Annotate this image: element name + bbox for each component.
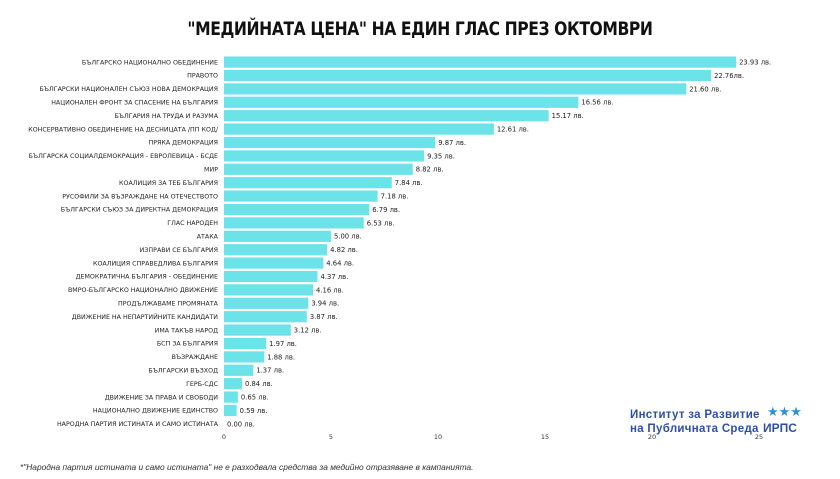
bar xyxy=(224,257,324,269)
category-label: ВМРО-БЪЛГАРСКО НАЦИОНАЛНО ДВИЖЕНИЕ xyxy=(68,287,218,294)
value-label: 7.84 лв. xyxy=(395,179,423,187)
logo-line-2: на Публичната Среда xyxy=(630,423,759,435)
category-label: БЪЛГАРСКИ НАЦИОНАЛЕН СЪЮЗ НОВА ДЕМОКРАЦИ… xyxy=(39,86,218,93)
category-label: НАЦИОНАЛНО ДВИЖЕНИЕ ЕДИНСТВО xyxy=(93,408,218,415)
logo-abbreviation: ИРПС xyxy=(763,421,797,435)
category-label: ГЛАС НАРОДЕН xyxy=(167,220,218,227)
value-label: 21.60 лв. xyxy=(689,85,721,93)
value-label: 1.97 лв. xyxy=(269,340,297,348)
x-tick-label: 10 xyxy=(434,433,442,441)
ipps-logo-text: Институт за Развитие на Публичната Среда xyxy=(630,408,760,436)
value-label: 12.61 лв. xyxy=(497,126,529,134)
bar xyxy=(224,284,314,296)
value-label: 3.12 лв. xyxy=(294,327,322,335)
x-tick-label: 25 xyxy=(755,433,763,441)
x-tick-label: 15 xyxy=(541,433,549,441)
people-stars-icon: ★★★ xyxy=(767,404,802,419)
x-tick-label: 20 xyxy=(648,433,656,441)
value-label: 4.64 лв. xyxy=(326,260,354,268)
category-label: БСП ЗА БЪЛГАРИЯ xyxy=(157,341,218,348)
bar xyxy=(224,69,712,82)
chart-title: "МЕДИЙНАТА ЦЕНА" НА ЕДИН ГЛАС ПРЕЗ ОКТОМ… xyxy=(187,18,653,40)
bar xyxy=(224,351,265,363)
category-label: МИР xyxy=(204,167,218,174)
category-label: ИМА ТАКЪВ НАРОД xyxy=(155,327,218,334)
bar xyxy=(224,297,309,309)
bar xyxy=(224,404,237,417)
bar xyxy=(224,270,318,283)
bar xyxy=(224,391,238,403)
value-label: 0.59 лв. xyxy=(240,407,268,415)
value-label: 1.37 лв. xyxy=(256,367,284,375)
bar xyxy=(224,324,291,336)
x-tick-label: 5 xyxy=(329,433,333,441)
value-label: 4.82 лв. xyxy=(330,246,358,254)
value-label: 8.82 лв. xyxy=(416,166,444,174)
value-label: 15.17 лв. xyxy=(552,112,584,120)
x-tick-label: 0 xyxy=(222,433,226,441)
value-label: 0.00 лв. xyxy=(227,420,255,428)
bar xyxy=(224,217,364,229)
bar xyxy=(224,337,267,350)
category-label: АТАКА xyxy=(197,234,219,241)
category-label: НАЦИОНАЛЕН ФРОНТ ЗА СПАСЕНИЕ НА БЪЛГАРИЯ xyxy=(51,100,218,107)
value-label: 4.37 лв. xyxy=(321,273,349,281)
bar xyxy=(224,56,737,68)
category-label: ДВИЖЕНИЕ ЗА ПРАВА И СВОБОДИ xyxy=(105,394,219,401)
bar xyxy=(224,364,254,376)
bar xyxy=(224,110,549,122)
value-label: 9.35 лв. xyxy=(427,152,455,160)
value-label: 4.16 лв. xyxy=(316,286,344,294)
category-label: БЪЛГАРСКА СОЦИАЛДЕМОКРАЦИЯ - ЕВРОЛЕВИЦА … xyxy=(29,153,218,160)
category-label: БЪЛГАРСКИ СЪЮЗ ЗА ДИРЕКТНА ДЕМОКРАЦИЯ xyxy=(61,207,218,214)
category-label: ДВИЖЕНИЕ НА НЕПАРТИЙНИТЕ КАНДИДАТИ xyxy=(72,312,218,321)
value-label: 6.53 лв. xyxy=(367,219,395,227)
logo-line-1: Институт за Развитие xyxy=(630,409,760,421)
category-label: БЪЛГАРСКИ ВЪЗХОД xyxy=(148,368,218,375)
value-label: 0.84 лв. xyxy=(245,380,273,388)
category-label: КОАЛИЦИЯ ЗА ТЕБ БЪЛГАРИЯ xyxy=(119,180,218,187)
value-label: 23.93 лв. xyxy=(739,59,771,67)
bar xyxy=(224,190,378,202)
footnote: *"Народна партия истината и само истинат… xyxy=(20,462,474,472)
bar xyxy=(224,177,392,189)
category-label: ДЕМОКРАТИЧНА БЪЛГАРИЯ - ОБЕДИНЕНИЕ xyxy=(76,274,218,281)
category-label: ПРАВОТО xyxy=(187,73,218,80)
value-label: 6.79 лв. xyxy=(372,206,400,214)
category-label: ПРЯКА ДЕМОКРАЦИЯ xyxy=(148,140,218,147)
category-label: ВЪЗРАЖДАНЕ xyxy=(172,354,218,361)
value-label: 9.87 лв. xyxy=(438,139,466,147)
bar xyxy=(224,96,579,108)
category-label: РУСОФИЛИ ЗА ВЪЗРАЖДАНЕ НА ОТЕЧЕСТВОТО xyxy=(62,193,218,200)
bar xyxy=(224,150,425,162)
category-label: ИЗПРАВИ СЕ БЪЛГАРИЯ xyxy=(140,247,218,254)
value-label: 0.65 лв. xyxy=(241,394,269,402)
value-label: 7.18 лв. xyxy=(381,193,409,201)
bar xyxy=(224,123,494,135)
bar xyxy=(224,83,687,95)
category-label: КОАЛИЦИЯ СПРАВЕДЛИВА БЪЛГАРИЯ xyxy=(93,260,218,267)
bar xyxy=(224,136,436,149)
category-label: НАРОДНА ПАРТИЯ ИСТИНАТА И САМО ИСТИНАТА xyxy=(57,421,219,428)
category-label: КОНСЕРВАТИВНО ОБЕДИНЕНИЕ НА ДЕСНИЦАТА /П… xyxy=(28,126,219,133)
value-label: 16.56 лв. xyxy=(581,99,613,107)
category-label: ПРОДЪЛЖАВАМЕ ПРОМЯНАТА xyxy=(118,301,219,308)
category-label: БЪЛГАРСКО НАЦИОНАЛНО ОБЕДИНЕНИЕ xyxy=(82,59,218,66)
bar xyxy=(224,163,413,175)
value-label: 3.94 лв. xyxy=(311,300,339,308)
category-label: ГЕРБ-СДС xyxy=(186,381,219,388)
value-label: 3.87 лв. xyxy=(310,313,338,321)
bar xyxy=(224,378,242,390)
category-label: БЪЛГАРИЯ НА ТРУДА И РАЗУМА xyxy=(114,113,218,120)
value-label: 1.88 лв. xyxy=(267,353,295,361)
bar xyxy=(224,230,331,242)
bar xyxy=(224,311,307,323)
value-label: 5.00 лв. xyxy=(334,233,362,241)
value-label: 22.76лв. xyxy=(714,72,744,80)
bar xyxy=(224,203,370,216)
bar xyxy=(224,244,328,256)
